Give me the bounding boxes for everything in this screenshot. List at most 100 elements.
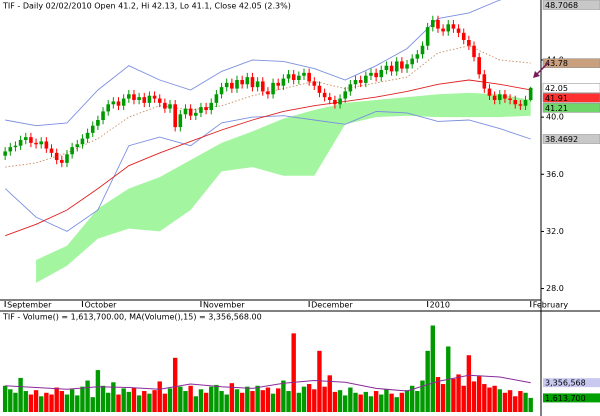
volume-bar	[75, 395, 80, 412]
volume-bar	[49, 394, 54, 412]
volume-bar	[69, 389, 75, 412]
volume-bar	[167, 388, 173, 412]
volume-bar	[286, 391, 291, 412]
candle-body	[3, 151, 7, 156]
volume-bar	[368, 396, 374, 412]
volume-bar	[95, 370, 101, 412]
volume-bar	[497, 389, 502, 412]
candle-body	[487, 88, 492, 96]
candle-body	[389, 65, 394, 72]
candle-body	[54, 152, 59, 160]
y-tick-label: 28.0	[546, 284, 564, 293]
value-badge-label: 43.78	[545, 59, 568, 68]
volume-bar	[203, 392, 209, 412]
volume-bar	[172, 357, 178, 412]
candle-body	[29, 137, 33, 143]
indicator-line	[5, 0, 502, 127]
volume-bar	[291, 333, 296, 412]
volume-bar	[239, 392, 245, 412]
volume-bar	[229, 383, 235, 412]
x-tick-label: November	[203, 301, 245, 310]
candle-body	[224, 82, 229, 88]
x-tick-label: 2010	[430, 301, 450, 310]
volume-bar	[142, 391, 147, 412]
candle-body	[23, 137, 28, 140]
volume-bar	[430, 325, 435, 412]
volume-bar	[399, 392, 405, 412]
volume-bar	[343, 395, 348, 412]
candle-body	[353, 80, 358, 85]
volume-bar	[106, 392, 111, 412]
volume-bar	[482, 384, 487, 412]
x-tick-label: February	[533, 301, 569, 310]
volume-bar	[306, 384, 312, 412]
candle-body	[327, 97, 332, 100]
candle-body	[461, 32, 466, 40]
x-tick-label: October	[84, 301, 117, 310]
value-badge	[542, 0, 600, 10]
volume-bar	[136, 395, 142, 412]
volume-bar	[214, 384, 219, 412]
volume-bar	[111, 382, 116, 412]
candle-body	[441, 28, 445, 32]
volume-bar	[425, 350, 430, 412]
candle-body	[425, 27, 430, 46]
candle-body	[400, 61, 404, 69]
volume-bar	[23, 391, 28, 412]
volume-bar	[358, 394, 363, 412]
candle-body	[245, 77, 250, 85]
annotation-arrow	[533, 61, 550, 78]
volume-bar	[528, 397, 533, 412]
volume-bar	[435, 377, 441, 412]
volume-bar	[152, 390, 157, 412]
volume-bar	[260, 390, 265, 412]
volume-bar	[100, 385, 106, 412]
volume-bar	[64, 394, 70, 412]
value-badge	[543, 378, 600, 388]
volume-bar	[250, 391, 255, 412]
candle-body	[528, 87, 533, 100]
candle-body	[276, 82, 281, 86]
candle-body	[523, 100, 528, 106]
volume-bar	[54, 387, 59, 412]
volume-bar	[476, 376, 482, 412]
candle-body	[312, 81, 317, 86]
candle-body	[235, 80, 239, 89]
candle-body	[307, 72, 311, 82]
candle-body	[157, 98, 162, 103]
volume-bar	[404, 390, 410, 412]
candle-body	[188, 108, 193, 116]
candle-body	[358, 80, 363, 83]
volume-bar	[466, 355, 472, 412]
candle-body	[193, 112, 198, 116]
candle-body	[467, 40, 471, 46]
volume-bar	[440, 384, 446, 412]
volume-bar	[322, 386, 327, 412]
volume-bar	[13, 392, 18, 412]
candle-body	[431, 20, 435, 28]
candle-body	[281, 78, 286, 86]
volume-bar	[312, 389, 317, 412]
volume-bar	[327, 375, 332, 412]
candle-body	[204, 107, 208, 110]
volume-bar	[348, 387, 353, 412]
candle-body	[70, 147, 74, 155]
volume-bar	[157, 381, 162, 412]
value-badge	[542, 83, 600, 93]
candle-body	[260, 81, 265, 92]
volume-bar	[389, 393, 394, 412]
y-tick-label: 32.0	[546, 227, 564, 236]
volume-bar	[492, 385, 497, 412]
volume-bar	[379, 394, 384, 412]
volume-bar	[487, 387, 492, 412]
arrow-head	[533, 71, 540, 78]
volume-bar	[523, 392, 528, 412]
candle-body	[173, 104, 177, 128]
volume-bar	[507, 390, 513, 412]
volume-bar	[44, 392, 49, 412]
candle-body	[60, 160, 64, 163]
candle-body	[80, 138, 85, 145]
candle-body	[348, 84, 353, 92]
value-badge	[542, 93, 600, 103]
